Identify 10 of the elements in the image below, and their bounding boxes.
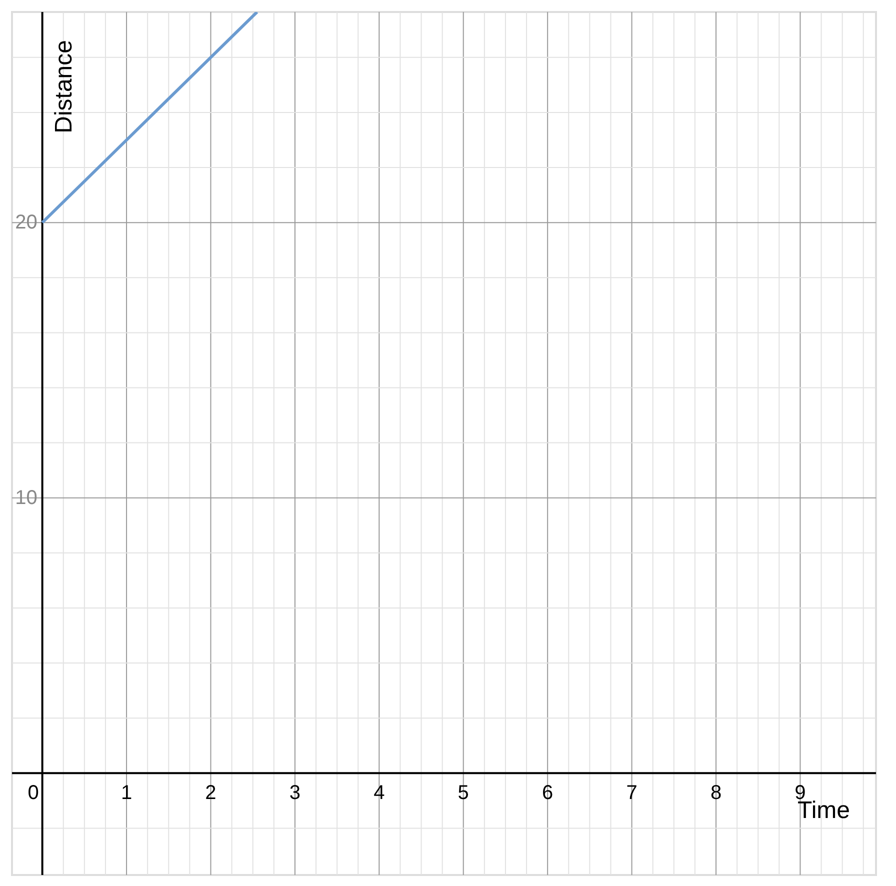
y-axis-title: Distance xyxy=(50,40,78,134)
x-tick-label: 3 xyxy=(289,782,301,804)
x-tick-label: 8 xyxy=(710,782,722,804)
x-tick-label: 6 xyxy=(542,782,554,804)
x-tick-label: 7 xyxy=(626,782,638,804)
x-tick-label: 4 xyxy=(374,782,385,804)
x-tick-label: 2 xyxy=(205,782,216,804)
x-tick-label: 1 xyxy=(120,782,132,804)
x-tick-label: 0 xyxy=(28,782,39,804)
x-tick-label: 5 xyxy=(458,782,469,804)
